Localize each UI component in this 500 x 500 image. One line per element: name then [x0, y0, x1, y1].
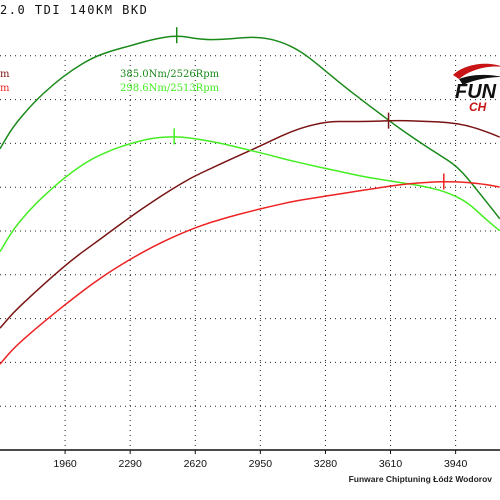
- x-tick-label: 3610: [379, 458, 403, 470]
- series-line-power_tuned: [0, 136, 500, 252]
- peak-annotation-label: 298.6Nm/2513Rpm: [120, 83, 220, 94]
- peak-annotation-label: 385.0Nm/2526Rpm: [120, 69, 220, 80]
- x-tick-label: 1960: [53, 458, 77, 470]
- left-legend-label: m: [0, 69, 10, 80]
- brand-logo: FUN CH: [445, 55, 500, 115]
- logo-word-top: FUN: [455, 81, 497, 103]
- chart-labels: 385.0Nm/2526Rpm 298.6Nm/2513Rpm mm: [0, 69, 220, 94]
- left-legend-label: m: [0, 83, 10, 94]
- x-tick-label: 2950: [249, 458, 273, 470]
- series-line-power_stock: [0, 180, 500, 365]
- x-axis-ticks: 1960 2290 2620 2950 3280 3610 3940: [53, 450, 467, 470]
- chart-markers: [173, 27, 445, 190]
- logo-word-bottom: CH: [469, 100, 487, 114]
- chart-series: [0, 35, 500, 365]
- footer-credit: Funware Chiptuning Łódź Wodorov: [348, 474, 492, 484]
- x-tick-label: 3940: [444, 458, 468, 470]
- series-line-torque_tuned: [0, 35, 500, 220]
- x-tick-label: 2620: [184, 458, 208, 470]
- logo-swoosh-icon: [453, 63, 500, 85]
- chart-title: 2.0 TDI 140KM BKD: [0, 3, 149, 17]
- chart-grid: [0, 55, 500, 451]
- x-tick-label: 3280: [314, 458, 338, 470]
- x-tick-label: 2290: [118, 458, 142, 470]
